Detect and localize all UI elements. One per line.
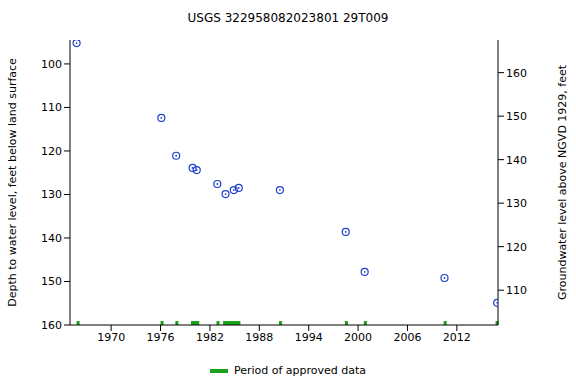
svg-text:120: 120 xyxy=(506,241,527,254)
svg-text:2012: 2012 xyxy=(443,331,471,344)
svg-text:100: 100 xyxy=(41,58,62,71)
svg-text:130: 130 xyxy=(506,197,527,210)
svg-text:1970: 1970 xyxy=(97,331,125,344)
svg-text:1988: 1988 xyxy=(245,331,273,344)
svg-text:140: 140 xyxy=(41,232,62,245)
svg-text:150: 150 xyxy=(41,275,62,288)
svg-text:120: 120 xyxy=(41,145,62,158)
svg-text:130: 130 xyxy=(41,188,62,201)
svg-text:110: 110 xyxy=(506,284,527,297)
svg-text:140: 140 xyxy=(506,154,527,167)
svg-text:2000: 2000 xyxy=(344,331,372,344)
svg-text:110: 110 xyxy=(41,101,62,114)
svg-text:Depth to water level, feet bel: Depth to water level, feet below land su… xyxy=(8,58,19,307)
svg-text:150: 150 xyxy=(506,110,527,123)
svg-text:1976: 1976 xyxy=(147,331,175,344)
html-text:Period of approved data: Period of approved data xyxy=(233,364,367,377)
html-text:USGS 322958082023801 29T009: USGS 322958082023801 29T009 xyxy=(187,11,389,25)
svg-text:Groundwater level above NGVD 1: Groundwater level above NGVD 1929, feet xyxy=(556,64,569,300)
svg-text:2006: 2006 xyxy=(393,331,421,344)
svg-text:160: 160 xyxy=(506,67,527,80)
svg-text:1994: 1994 xyxy=(295,331,323,344)
svg-text:1982: 1982 xyxy=(196,331,224,344)
svg-text:160: 160 xyxy=(41,319,62,332)
